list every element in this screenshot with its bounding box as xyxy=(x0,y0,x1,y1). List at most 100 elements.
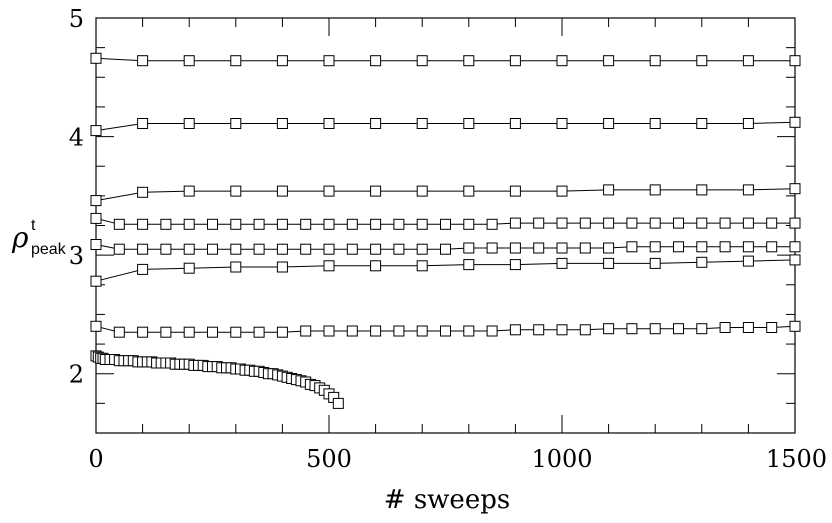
data-point xyxy=(789,183,801,195)
series-1 xyxy=(90,52,801,67)
data-point xyxy=(137,218,149,230)
data-point xyxy=(183,218,195,230)
x-tick-label: 1500 xyxy=(766,445,827,473)
data-point xyxy=(603,242,615,254)
data-point xyxy=(137,243,149,255)
y-tick-label: 5 xyxy=(69,5,84,33)
tick-labels: 0 500 1000 1500 2 3 4 5 xyxy=(69,5,827,473)
data-point xyxy=(323,55,335,67)
data-point xyxy=(183,118,195,129)
series-6 xyxy=(90,254,801,287)
data-point xyxy=(789,55,801,67)
data-point xyxy=(556,324,568,336)
data-point xyxy=(393,218,405,230)
y-tick-label: 2 xyxy=(69,361,84,389)
data-point xyxy=(370,325,382,337)
data-point xyxy=(323,325,335,337)
series-8 xyxy=(90,350,344,409)
data-point xyxy=(696,256,708,268)
data-point xyxy=(230,185,242,197)
data-point xyxy=(113,218,125,230)
data-point xyxy=(486,242,498,254)
data-point xyxy=(789,254,801,266)
data-point xyxy=(276,261,288,273)
data-point xyxy=(183,243,195,255)
data-point xyxy=(556,55,568,67)
y-tick-label: 3 xyxy=(69,242,84,270)
data-point xyxy=(137,55,149,67)
data-point xyxy=(673,323,684,335)
data-point xyxy=(440,218,451,230)
data-point xyxy=(509,259,521,271)
data-point xyxy=(276,185,288,197)
data-point xyxy=(533,324,545,336)
data-point xyxy=(603,55,615,67)
x-axis-title: # sweeps xyxy=(384,485,510,515)
data-point xyxy=(230,243,242,255)
data-point xyxy=(416,260,428,272)
data-point xyxy=(509,118,521,129)
data-point xyxy=(440,325,451,337)
data-point xyxy=(137,118,149,129)
data-point xyxy=(696,55,708,67)
data-point xyxy=(719,217,731,229)
series-5 xyxy=(90,239,801,255)
data-point xyxy=(332,397,344,409)
data-point xyxy=(160,243,172,255)
data-point xyxy=(207,243,218,255)
data-point xyxy=(90,239,102,250)
data-point xyxy=(486,325,498,337)
data-point xyxy=(90,275,102,287)
y-axis-title-main: ρ xyxy=(11,221,29,254)
y-axis-title-superscript: t xyxy=(31,217,36,234)
data-point xyxy=(90,195,102,207)
data-point xyxy=(323,185,335,197)
data-point xyxy=(649,241,661,253)
data-point xyxy=(742,118,754,129)
data-point xyxy=(603,184,615,196)
data-point xyxy=(276,55,288,67)
data-point xyxy=(230,118,242,129)
data-point xyxy=(370,243,382,255)
data-point xyxy=(440,243,451,255)
data-point xyxy=(463,55,475,67)
series-line xyxy=(95,188,796,202)
data-point xyxy=(346,325,358,337)
series-7 xyxy=(90,320,801,338)
data-point xyxy=(649,118,661,129)
data-point xyxy=(463,118,475,129)
data-point xyxy=(766,322,778,333)
data-point xyxy=(463,325,475,337)
data-point xyxy=(696,217,708,229)
data-point xyxy=(556,217,568,229)
data-point xyxy=(416,118,428,129)
series-3 xyxy=(90,183,801,207)
data-point xyxy=(556,257,568,269)
data-point xyxy=(509,217,521,229)
data-point xyxy=(766,217,778,229)
data-point xyxy=(416,185,428,197)
data-point xyxy=(300,243,312,255)
data-point xyxy=(207,218,218,230)
data-point xyxy=(183,262,195,274)
data-point xyxy=(230,261,242,273)
data-point xyxy=(253,218,265,230)
data-point xyxy=(183,185,195,197)
data-point xyxy=(742,255,754,267)
y-tick-label: 4 xyxy=(69,124,84,152)
series-line xyxy=(95,57,795,62)
data-point xyxy=(463,185,475,197)
data-point xyxy=(579,217,591,229)
data-point xyxy=(323,243,335,255)
data-point xyxy=(207,326,218,338)
data-point xyxy=(649,217,661,229)
data-point xyxy=(626,323,638,335)
data-point xyxy=(579,242,591,254)
series-4 xyxy=(90,212,801,230)
data-point xyxy=(323,118,335,129)
data-point xyxy=(370,260,382,272)
data-point xyxy=(603,118,615,129)
data-point xyxy=(276,218,288,230)
data-point xyxy=(183,326,195,338)
